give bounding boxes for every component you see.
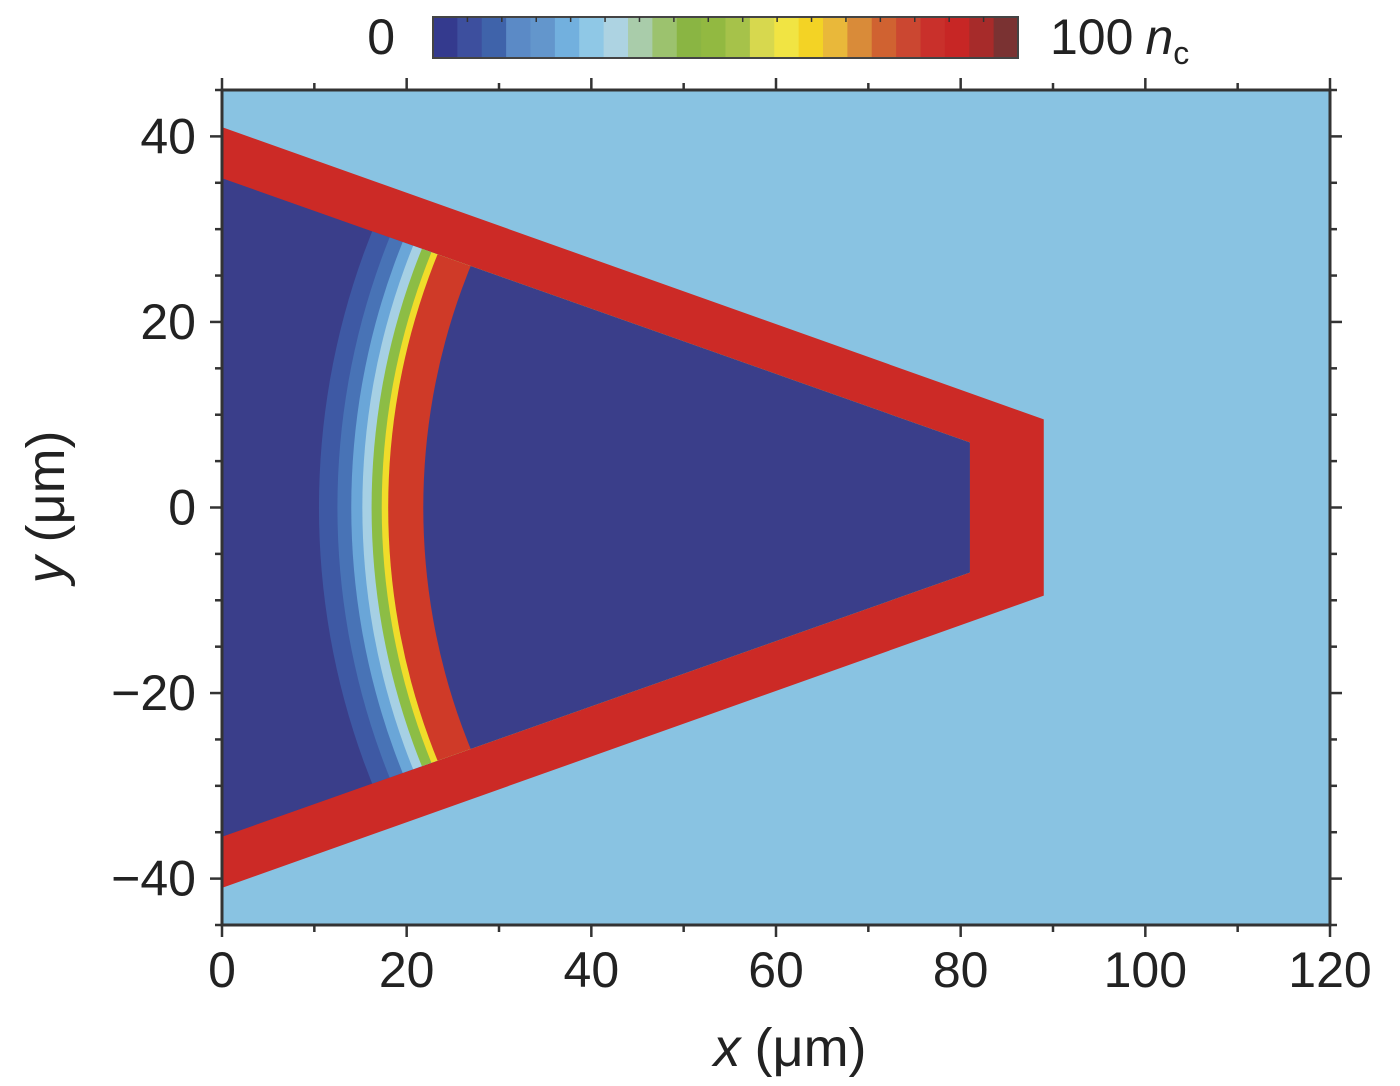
x-tick-label: 20 [379,942,435,998]
colorbar-swatch [944,17,970,58]
x-tick-label: 120 [1288,942,1371,998]
colorbar-swatch [433,17,458,58]
colorbar-swatch [725,17,751,58]
colorbar-swatch [896,17,922,58]
colorbar-max-label: 100 nc [1050,9,1189,71]
colorbar-swatch [530,17,556,58]
colorbar-max-value: 100 [1050,9,1133,65]
x-tick-label: 100 [1104,942,1187,998]
plot-area [222,90,1330,925]
colorbar-swatch [798,17,824,58]
colorbar-swatch [993,17,1019,58]
colorbar-swatch [774,17,800,58]
colorbar-swatch [847,17,873,58]
colorbar-swatch [823,17,848,58]
colorbar-swatch [676,17,702,58]
colorbar-swatch [871,17,897,58]
colorbar-swatch [457,17,483,58]
colorbar-swatch [749,17,775,58]
x-tick-label: 80 [933,942,989,998]
colorbar-swatch [481,17,507,58]
colorbar-swatch [701,17,727,58]
y-tick-label: −20 [111,665,196,721]
colorbar-swatch [579,17,605,58]
x-axis-unit: (μm) [754,1018,866,1078]
colorbar-swatch [969,17,995,58]
x-tick-label: 40 [564,942,620,998]
colorbar-swatch [554,17,580,58]
x-axis-label: x (μm) [710,1018,866,1078]
x-axis-var: x [710,1018,742,1078]
axes: 0 20 40 60 80 100 120 40 20 0 −20 −40 [111,78,1372,998]
colorbar-min-label: 0 [367,9,395,65]
colorbar-swatch [603,17,629,58]
y-tick-label: 40 [140,108,196,164]
y-tick-label: 0 [168,480,196,536]
y-tick-label: −40 [111,851,196,907]
y-axis-var: y [16,554,76,588]
x-tick-label: 0 [208,942,236,998]
y-axis-unit: (μm) [16,430,76,542]
colorbar-swatch [652,17,678,58]
colorbar-swatch [506,17,532,58]
colorbar-unit: n [1145,9,1173,65]
colorbar-swatch [628,17,653,58]
y-tick-label: 20 [140,294,196,350]
colorbar-swatch [920,17,946,58]
y-axis-label: y (μm) [16,430,76,587]
colorbar [432,16,1019,59]
colorbar-frame [432,16,1019,59]
x-tick-label: 60 [748,942,804,998]
colorbar-unit-subscript: c [1173,35,1189,71]
